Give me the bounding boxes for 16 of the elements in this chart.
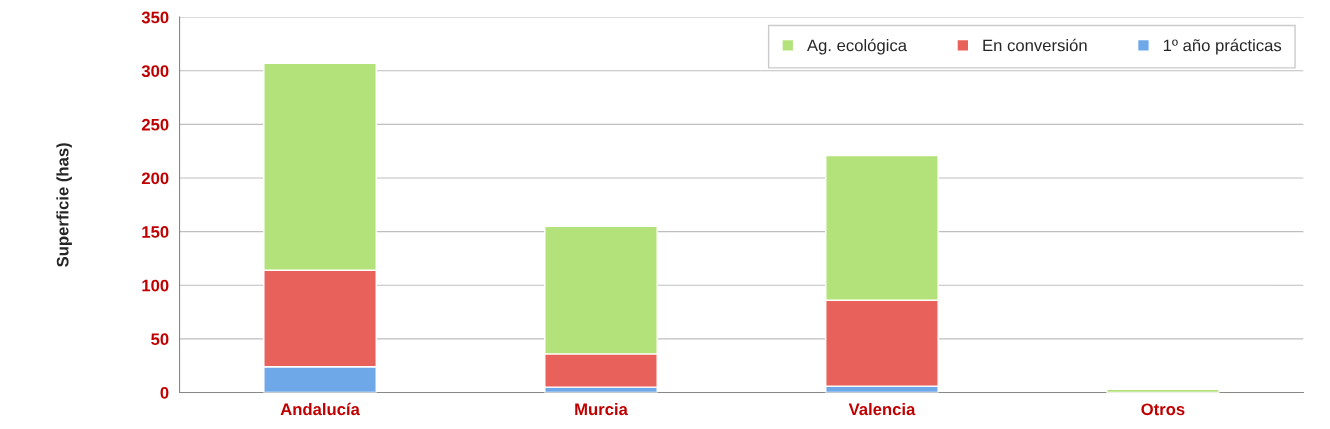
legend-label: 1º año prácticas: [1163, 38, 1282, 55]
y-tick-label: 250: [141, 118, 169, 131]
legend-label: Ag. ecológica: [806, 38, 908, 55]
y-tick-label: 100: [142, 279, 169, 292]
y-axis-title: Superficie (has): [56, 143, 72, 267]
x-tick-label: Murcia: [575, 402, 628, 416]
x-tick-label: Andalucía: [280, 402, 360, 416]
y-tick-label: 0: [160, 386, 169, 399]
y-tick-label: 150: [142, 226, 169, 238]
x-tick-label: Valencia: [848, 402, 916, 416]
y-tick-label: 200: [141, 172, 169, 185]
y-tick-label: 50: [151, 333, 169, 346]
y-tick-label: 350: [141, 11, 169, 24]
legend-label: En conversión: [983, 38, 1087, 52]
x-tick-label: Otros: [1141, 403, 1185, 416]
y-tick-label: 300: [141, 65, 169, 78]
